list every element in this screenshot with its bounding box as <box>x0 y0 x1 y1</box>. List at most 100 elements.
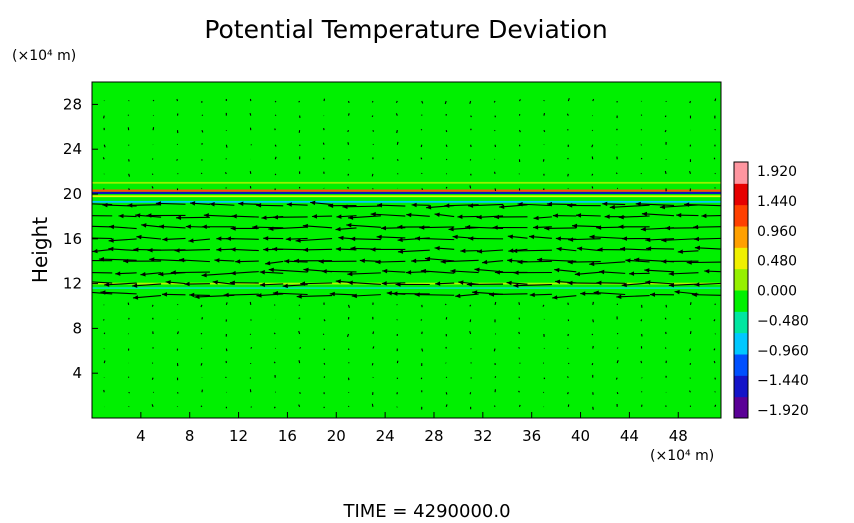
wind-vector <box>226 145 227 148</box>
wind-vector <box>300 392 301 393</box>
wind-vector <box>372 116 373 117</box>
colorbar-segment <box>734 162 748 184</box>
wind-vector <box>470 185 471 188</box>
wind-vector <box>568 363 569 364</box>
wind-vector <box>592 174 593 176</box>
wind-vector <box>495 188 496 190</box>
wind-vector <box>104 116 105 119</box>
chart-title: Potential Temperature Deviation <box>204 15 607 44</box>
wind-vector <box>470 319 471 322</box>
wind-vector <box>177 392 178 393</box>
wind-vector <box>519 391 520 392</box>
y-axis-label: Height <box>28 217 52 283</box>
wind-vector <box>471 129 472 130</box>
wind-vector <box>690 101 691 103</box>
y-tick-label: 16 <box>63 230 82 248</box>
wind-vector <box>470 305 471 307</box>
wind-vector <box>397 159 398 160</box>
wind-vector <box>324 376 325 377</box>
anomaly-band <box>92 192 721 194</box>
wind-vector <box>129 188 130 190</box>
wind-vector <box>544 378 545 379</box>
wind-vector <box>665 318 666 320</box>
wind-vector <box>299 378 300 379</box>
anomaly-band <box>92 195 721 197</box>
wind-vector <box>274 407 275 408</box>
colorbar-segment <box>734 205 748 227</box>
wind-vector <box>592 186 593 188</box>
wind-vector <box>397 142 398 145</box>
wind-vector <box>471 174 472 176</box>
wind-vector <box>495 376 496 377</box>
wind-vector <box>421 158 422 160</box>
wind-vector <box>495 302 496 305</box>
wind-vector <box>202 115 203 116</box>
wind-vector <box>251 347 252 348</box>
wind-vector <box>275 101 276 102</box>
wind-vector <box>201 348 202 349</box>
wind-vector <box>495 130 496 131</box>
wind-vector <box>104 390 105 392</box>
anomaly-band <box>92 182 721 184</box>
wind-vector <box>177 159 178 160</box>
wind-vector <box>592 363 593 365</box>
wind-vector <box>177 99 178 101</box>
colorbar-label: 0.960 <box>757 224 797 240</box>
wind-vector <box>397 130 398 133</box>
wind-vector <box>373 331 374 334</box>
y-units-label: (×10⁴ m) <box>12 48 76 64</box>
wind-vector <box>714 158 715 159</box>
wind-vector <box>153 100 154 101</box>
wind-vector <box>226 377 227 378</box>
wind-vector <box>470 101 471 104</box>
wind-vector <box>152 305 153 307</box>
wind-vector <box>567 376 568 377</box>
wind-vector <box>226 187 227 188</box>
wind-vector <box>372 363 373 365</box>
wind-vector <box>446 130 447 132</box>
wind-vector <box>348 101 349 103</box>
wind-vector <box>567 129 568 130</box>
wind-vector <box>714 361 715 363</box>
wind-vector <box>690 302 691 305</box>
colorbar-segment <box>734 290 748 312</box>
wind-vector <box>617 333 618 334</box>
wind-vector <box>446 392 447 394</box>
colorbar-segment <box>734 269 748 291</box>
anomaly-band <box>92 190 721 192</box>
wind-vector <box>275 145 276 147</box>
wind-vector <box>250 302 251 305</box>
wind-vector <box>445 304 446 305</box>
wind-vector <box>641 361 642 363</box>
x-tick-label: 40 <box>571 427 590 445</box>
wind-vector <box>471 378 472 379</box>
colorbar-segment <box>734 247 748 269</box>
colorbar-segment <box>734 226 748 248</box>
wind-vector <box>593 319 594 322</box>
wind-vector <box>348 113 349 115</box>
wind-vector <box>129 392 130 393</box>
wind-vector <box>225 172 226 174</box>
wind-vector <box>446 187 447 188</box>
wind-vector <box>617 392 618 394</box>
x-tick-label: 24 <box>376 427 395 445</box>
wind-vector <box>471 116 472 117</box>
colorbar: 1.9201.4400.9600.4800.000−0.480−0.960−1.… <box>734 162 809 419</box>
colorbar-label: 0.000 <box>757 284 797 300</box>
anomaly-band <box>92 287 721 289</box>
wind-vector <box>421 319 422 320</box>
wind-vector <box>592 156 593 159</box>
wind-vector <box>446 377 447 378</box>
wind-vector <box>274 333 275 334</box>
wind-vector <box>104 361 105 364</box>
wind-vector <box>373 144 374 145</box>
anomaly-band <box>92 201 721 203</box>
wind-vector <box>201 173 202 174</box>
wind-vector <box>421 129 422 130</box>
colorbar-segment <box>734 311 748 333</box>
wind-vector <box>715 99 716 102</box>
wind-vector <box>617 348 618 349</box>
wind-vector <box>299 305 300 306</box>
wind-vector <box>275 115 276 116</box>
